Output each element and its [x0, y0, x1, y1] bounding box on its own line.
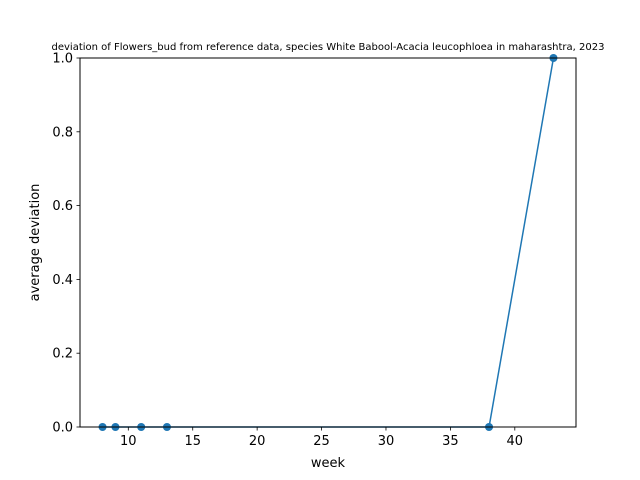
x-axis-label: week [311, 456, 346, 471]
x-axis-ticks: 10 15 20 25 30 35 40 [120, 427, 523, 449]
axes-frame [79, 57, 577, 428]
y-tick-label: 1.0 [52, 52, 73, 67]
x-tick-label: 15 [184, 434, 201, 449]
plot-area [98, 54, 558, 431]
x-tick-label: 25 [313, 434, 330, 449]
x-tick-label: 30 [378, 434, 395, 449]
x-tick-label: 20 [249, 434, 266, 449]
y-axis-ticks: 0.0 0.2 0.4 0.6 0.8 1.0 [52, 52, 80, 436]
chart-title: deviation of Flowers_bud from reference … [52, 42, 605, 53]
x-tick-label: 35 [442, 434, 459, 449]
y-tick-label: 0.8 [52, 125, 73, 140]
y-axis-label: average deviation [28, 184, 43, 302]
y-tick-label: 0.0 [52, 421, 73, 436]
y-tick-label: 0.2 [52, 347, 73, 362]
series-line [102, 57, 555, 428]
y-tick-label: 0.6 [52, 199, 73, 214]
x-tick-label: 10 [120, 434, 137, 449]
y-tick-label: 0.4 [52, 273, 73, 288]
x-tick-label: 40 [507, 434, 524, 449]
